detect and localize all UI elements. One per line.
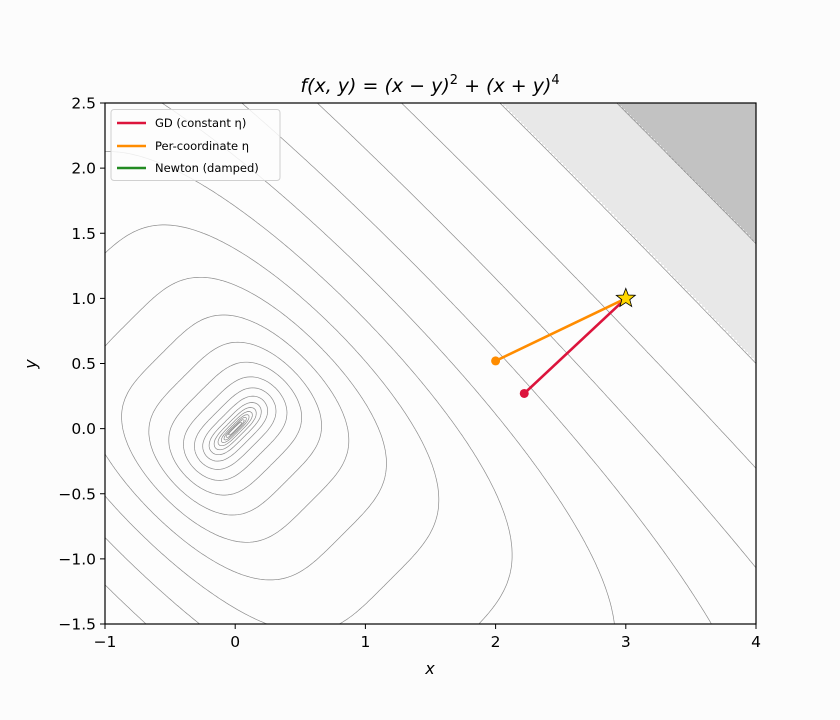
contour-line [499,103,756,364]
legend-item-gd: GD (constant η) [117,116,246,130]
contour-line [105,276,387,581]
x-tick-label: 2 [491,633,501,651]
y-tick-label: 1.0 [71,290,96,308]
legend: GD (constant η) Per-coordinate η Newton … [110,109,281,181]
contour-line [148,341,322,516]
y-axis: −1.5 −1.0 −0.5 0.0 0.5 1.0 1.5 2.0 2.5 [58,95,105,634]
optimizer-path [523,297,627,395]
legend-label-gd: GD (constant η) [155,116,246,130]
optimizer-paths [491,287,637,398]
contour-line [228,421,243,436]
start-star-marker [615,287,637,308]
x-tick-label: 0 [230,633,240,651]
legend-item-per-coordinate: Per-coordinate η [117,139,249,153]
x-axis: −1 0 1 2 3 4 [94,624,761,651]
contour-line [105,224,440,624]
x-axis-label: x [424,659,435,678]
y-tick-label: −0.5 [58,485,96,503]
contour-line [217,411,253,447]
x-tick-label: 3 [621,633,631,651]
y-tick-label: 1.5 [71,225,96,243]
contour-line [213,407,257,451]
contour-line [225,419,245,438]
x-tick-label: 4 [751,633,761,651]
y-tick-label: 2.0 [71,160,96,178]
path-endpoint-marker [491,356,501,366]
contour-line [121,314,350,543]
y-tick-label: 2.5 [71,95,96,113]
y-tick-label: 0.5 [71,355,96,373]
x-tick-label: 1 [360,633,370,651]
contour-line [202,395,269,462]
contour-line [241,103,712,624]
contour-lines [105,103,756,624]
path-endpoint-marker [519,388,529,398]
chart-title: f(x, y) = (x − y)2 + (x + y)4 [300,73,559,97]
contour-fills [503,103,756,361]
contour-line [105,151,513,624]
legend-item-newton: Newton (damped) [117,161,259,175]
x-tick-label: −1 [94,633,117,651]
contour-fill-region [619,103,756,244]
contour-line [223,416,247,441]
plot-area [104,102,757,625]
y-tick-label: −1.5 [58,616,96,634]
y-tick-label: 0.0 [71,420,96,438]
contour-line [194,387,277,470]
contour-line [208,402,262,456]
legend-label-newton: Newton (damped) [155,161,259,175]
contour-line [221,414,250,443]
y-axis-label: y [21,359,40,370]
legend-box [110,109,281,181]
contour-line [183,376,288,481]
optimizer-path [495,297,627,363]
contour-line [168,361,302,496]
legend-label-per-coordinate: Per-coordinate η [155,139,249,153]
y-tick-label: −1.0 [58,550,96,568]
